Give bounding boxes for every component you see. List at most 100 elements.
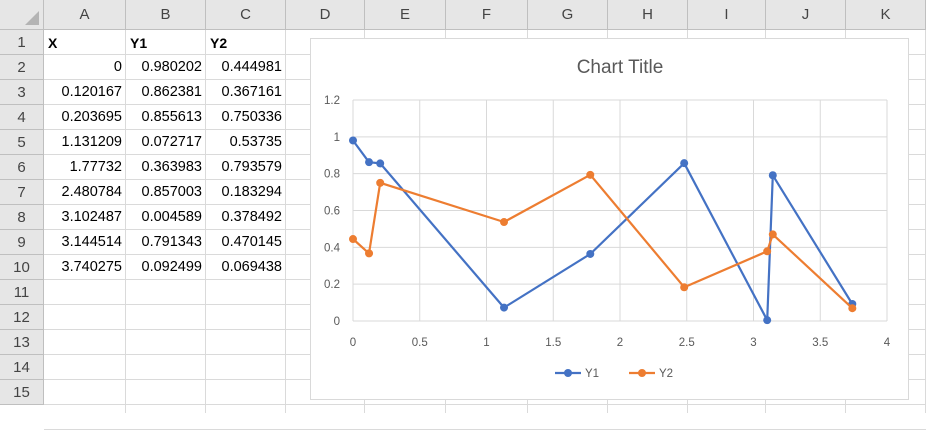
data-cell[interactable]: 3.102487	[61, 209, 122, 225]
data-cell[interactable]: 0.069438	[221, 259, 282, 275]
data-cell[interactable]: 0.791343	[141, 234, 202, 250]
y-tick-label: 0.4	[324, 242, 341, 254]
x-tick-label: 1.5	[545, 337, 561, 349]
column-gridline	[285, 30, 286, 413]
data-cell[interactable]: 0.444981	[221, 59, 282, 75]
data-point-y1	[376, 159, 385, 168]
data-cell[interactable]: 0.072717	[141, 134, 202, 150]
data-cell[interactable]: 0.120167	[61, 84, 122, 100]
column-header-g[interactable]: G	[528, 0, 608, 30]
data-cell[interactable]: 0.53735	[229, 134, 282, 150]
data-point-y2	[500, 218, 509, 227]
scatter-chart: Chart Title 0 0.2 0.4 0.6 0.8 1 1.2 0 0.5 1 1.5 2 2.5…	[324, 57, 891, 380]
column-gridline	[125, 30, 126, 413]
header-cell[interactable]: Y2	[210, 35, 228, 51]
row-header-1[interactable]: 1	[0, 30, 44, 55]
y-tick-label: 0.6	[324, 206, 340, 218]
data-cell[interactable]: 0.857003	[141, 184, 202, 200]
y-tick-label: 0.8	[324, 169, 340, 181]
data-cell[interactable]: 0.367161	[221, 84, 282, 100]
column-gridline	[205, 30, 206, 413]
data-cell[interactable]: 0.980202	[141, 59, 202, 75]
column-header-e[interactable]: E	[365, 0, 446, 30]
row-gridline	[44, 404, 926, 405]
x-tick-label: 2	[617, 337, 623, 349]
data-point-y2	[763, 247, 772, 256]
row-header-10[interactable]: 10	[0, 255, 44, 280]
row-header-2[interactable]: 2	[0, 55, 44, 80]
x-tick-label: 0.5	[412, 337, 428, 349]
x-tick-label: 0	[350, 337, 356, 349]
data-cell[interactable]: 1.131209	[61, 134, 122, 150]
column-header-i[interactable]: I	[688, 0, 766, 30]
data-cell[interactable]: 0.855613	[141, 109, 202, 125]
x-tick-label: 1	[483, 337, 489, 349]
select-all-icon	[25, 11, 39, 25]
legend-label-y2: Y2	[659, 368, 673, 380]
column-header-k[interactable]: K	[846, 0, 926, 30]
header-cell[interactable]: X	[48, 35, 58, 51]
data-cell[interactable]: 0.183294	[221, 184, 282, 200]
row-header-15[interactable]: 15	[0, 380, 44, 405]
y-tick-label: 0.2	[324, 279, 340, 291]
legend-label-y1: Y1	[585, 368, 599, 380]
row-header-8[interactable]: 8	[0, 205, 44, 230]
data-cell[interactable]: 0.378492	[221, 209, 282, 225]
row-header-14[interactable]: 14	[0, 355, 44, 380]
x-tick-label: 3.5	[812, 337, 828, 349]
data-cell[interactable]: 0.862381	[141, 84, 202, 100]
legend-marker-y2	[638, 369, 646, 377]
x-tick-label: 3	[750, 337, 756, 349]
data-point-y1	[349, 136, 357, 145]
x-tick-label: 4	[884, 337, 891, 349]
data-cell[interactable]: 3.740275	[61, 259, 122, 275]
data-point-y2	[365, 249, 374, 258]
row-header-3[interactable]: 3	[0, 80, 44, 105]
row-header-11[interactable]: 11	[0, 280, 44, 305]
data-point-y2	[680, 283, 689, 292]
column-header-a[interactable]: A	[44, 0, 126, 30]
data-cell[interactable]: 1.77732	[69, 159, 122, 175]
header-cell[interactable]: Y1	[130, 35, 148, 51]
data-cell[interactable]: 0.203695	[61, 109, 122, 125]
data-point-y1	[680, 159, 689, 168]
data-point-y1	[500, 303, 509, 312]
column-header-d[interactable]: D	[286, 0, 365, 30]
data-point-y2	[586, 170, 595, 179]
data-point-y2	[349, 235, 357, 244]
select-all-button[interactable]	[0, 0, 44, 30]
row-header-7[interactable]: 7	[0, 180, 44, 205]
chart-area[interactable]: Chart Title 0 0.2 0.4 0.6 0.8 1 1.2 0 0.5 1 1.5 2 2.5…	[310, 38, 909, 400]
series-line-y1	[352, 139, 854, 322]
data-cell[interactable]: 0.793579	[221, 159, 282, 175]
row-header-12[interactable]: 12	[0, 305, 44, 330]
row-header-13[interactable]: 13	[0, 330, 44, 355]
data-point-y1	[365, 158, 374, 167]
data-cell[interactable]: 3.144514	[61, 234, 122, 250]
row-header-4[interactable]: 4	[0, 105, 44, 130]
column-header-h[interactable]: H	[608, 0, 688, 30]
x-tick-label: 2.5	[679, 337, 695, 349]
data-cell[interactable]: 0.092499	[141, 259, 202, 275]
data-cell[interactable]: 0.363983	[141, 159, 202, 175]
column-header-j[interactable]: J	[766, 0, 846, 30]
data-point-y2	[768, 230, 777, 239]
data-cell[interactable]: 0	[113, 59, 122, 75]
legend-marker-y1	[564, 369, 572, 377]
column-header-b[interactable]: B	[126, 0, 206, 30]
row-header-6[interactable]: 6	[0, 155, 44, 180]
data-point-y2	[376, 178, 385, 187]
y-tick-label: 1	[334, 132, 340, 144]
chart-title: Chart Title	[577, 57, 664, 78]
data-cell[interactable]: 2.480784	[61, 184, 122, 200]
data-cell[interactable]: 0.750336	[221, 109, 282, 125]
column-header-c[interactable]: C	[206, 0, 286, 30]
data-cell[interactable]: 0.004589	[141, 209, 202, 225]
row-header-9[interactable]: 9	[0, 230, 44, 255]
row-header-5[interactable]: 5	[0, 130, 44, 155]
data-point-y1	[763, 316, 772, 325]
data-point-y1	[586, 249, 595, 258]
y-tick-label: 0	[334, 316, 340, 328]
column-header-f[interactable]: F	[446, 0, 528, 30]
data-cell[interactable]: 0.470145	[221, 234, 282, 250]
